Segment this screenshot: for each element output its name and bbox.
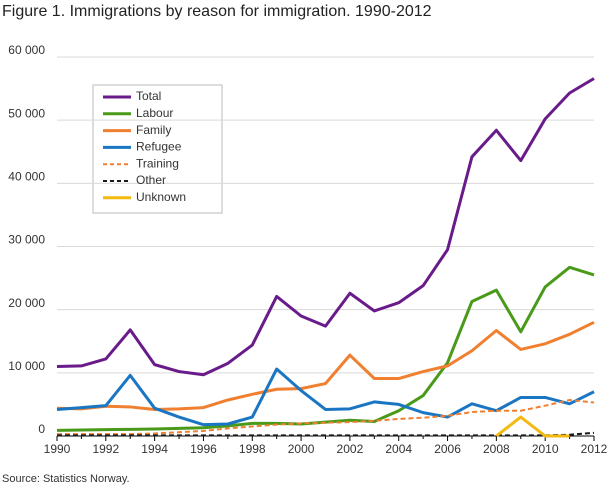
series-line	[495, 415, 570, 438]
x-tick-label: 1994	[141, 442, 168, 456]
x-tick-label: 1990	[44, 442, 71, 456]
legend-label: Labour	[136, 106, 173, 120]
legend-label: Training	[136, 156, 179, 170]
y-tick-label: 20 000	[8, 296, 45, 310]
legend-label: Total	[136, 89, 161, 103]
legend-label: Other	[136, 173, 166, 187]
x-tick-label: 2012	[581, 442, 608, 456]
x-tick-label: 2006	[434, 442, 461, 456]
x-tick-label: 2010	[532, 442, 559, 456]
y-tick-label: 60 000	[8, 43, 45, 57]
x-tick-label: 1998	[239, 442, 266, 456]
y-tick-label: 10 000	[8, 359, 45, 373]
y-tick-label: 40 000	[8, 170, 45, 184]
legend-label: Unknown	[136, 190, 186, 204]
x-tick-label: 2008	[483, 442, 510, 456]
x-tick-label: 1992	[92, 442, 119, 456]
x-tick-label: 2002	[337, 442, 364, 456]
legend-box	[92, 84, 223, 214]
series-line	[56, 265, 595, 432]
y-tick-label: 0	[38, 422, 45, 436]
legend-label: Refugee	[136, 140, 182, 154]
legend-label: Family	[136, 123, 171, 137]
chart-title: Figure 1. Immigrations by reason for imm…	[2, 3, 432, 20]
y-tick-label: 30 000	[8, 233, 45, 247]
series-line	[56, 367, 595, 427]
series-line	[56, 77, 595, 377]
series-line	[57, 431, 595, 437]
x-tick-label: 1996	[190, 442, 217, 456]
source-note: Source: Statistics Norway.	[2, 473, 130, 485]
x-tick-label: 2004	[385, 442, 412, 456]
series-line	[57, 398, 595, 436]
series-line	[56, 320, 595, 411]
x-tick-label: 2000	[288, 442, 315, 456]
y-tick-label: 50 000	[8, 106, 45, 120]
